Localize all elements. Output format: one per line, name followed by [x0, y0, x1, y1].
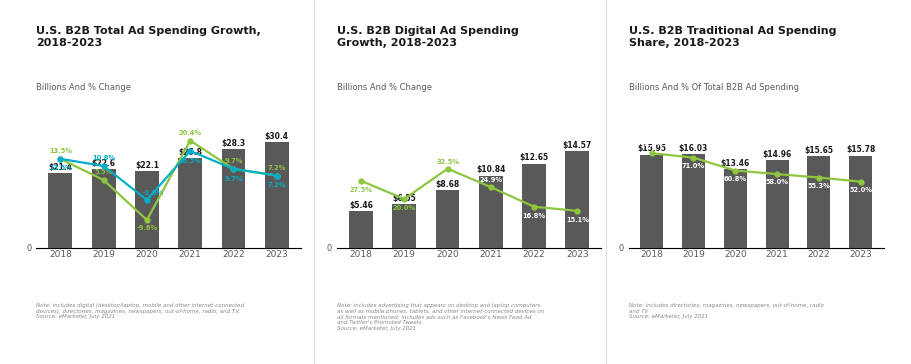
Bar [566, 151, 589, 248]
Bar [682, 154, 705, 248]
Text: 27.5%: 27.5% [350, 187, 373, 193]
Text: 5.5%: 5.5% [95, 169, 113, 175]
Text: 58.0%: 58.0% [765, 179, 789, 185]
Text: 7.2%: 7.2% [268, 182, 286, 188]
Text: 9.7%: 9.7% [224, 175, 242, 182]
Bar [92, 169, 116, 248]
Text: $15.95: $15.95 [637, 145, 666, 154]
Text: $15.65: $15.65 [804, 146, 834, 155]
Text: $10.84: $10.84 [476, 166, 506, 174]
Text: 74.5%: 74.5% [640, 142, 663, 148]
Text: 10.8%: 10.8% [92, 155, 115, 161]
Text: 20.4%: 20.4% [179, 130, 201, 136]
Text: $30.4: $30.4 [265, 132, 289, 141]
Bar [640, 155, 663, 248]
Bar [807, 157, 830, 248]
Text: 55.3%: 55.3% [807, 183, 830, 189]
Text: U.S. B2B Traditional Ad Spending
Share, 2018-2023: U.S. B2B Traditional Ad Spending Share, … [629, 26, 836, 48]
Text: 24.9%: 24.9% [479, 178, 502, 183]
Text: $21.4: $21.4 [48, 163, 72, 172]
Text: 16.8%: 16.8% [523, 213, 546, 219]
Bar [349, 211, 373, 248]
Text: 71.0%: 71.0% [682, 163, 705, 169]
Bar [522, 164, 546, 248]
Text: Billions And % Change: Billions And % Change [36, 83, 131, 92]
Text: Note: includes advertising that appears on desktop and laptop computers
as well : Note: includes advertising that appears … [337, 303, 544, 331]
Text: 9.7%: 9.7% [224, 158, 242, 164]
Text: -9.6%: -9.6% [137, 225, 158, 231]
Bar [765, 161, 789, 248]
Text: $22.6: $22.6 [92, 159, 116, 168]
Bar [48, 173, 72, 248]
Text: 13.5%: 13.5% [49, 166, 72, 171]
Text: U.S. B2B Total Ad Spending Growth,
2018-2023: U.S. B2B Total Ad Spending Growth, 2018-… [36, 26, 261, 48]
Text: Billions And % Of Total B2B Ad Spending: Billions And % Of Total B2B Ad Spending [629, 83, 799, 92]
Text: $15.78: $15.78 [846, 146, 875, 154]
Text: $5.46: $5.46 [349, 201, 373, 210]
Text: 13.5%: 13.5% [49, 148, 72, 154]
Text: $16.03: $16.03 [679, 144, 708, 153]
Bar [393, 204, 416, 248]
Bar [435, 190, 459, 248]
Text: 16.5%: 16.5% [179, 158, 201, 163]
Text: $8.68: $8.68 [435, 180, 460, 189]
Text: 52.0%: 52.0% [849, 187, 872, 193]
Text: -2.0%: -2.0% [143, 190, 164, 196]
Text: 7.2%: 7.2% [268, 165, 286, 171]
Bar [849, 156, 872, 248]
Bar [265, 142, 289, 248]
Text: $14.96: $14.96 [763, 150, 792, 159]
Bar [179, 158, 202, 248]
Text: 20.0%: 20.0% [393, 205, 415, 211]
Bar [479, 176, 503, 248]
Text: Billions And % Change: Billions And % Change [337, 83, 432, 92]
Text: $6.55: $6.55 [393, 194, 416, 203]
Bar [135, 171, 159, 248]
Text: 60.8%: 60.8% [723, 175, 747, 182]
Bar [221, 149, 245, 248]
Text: $25.8: $25.8 [179, 148, 202, 157]
Text: $13.46: $13.46 [721, 159, 750, 168]
Text: 15.1%: 15.1% [566, 217, 589, 223]
Text: $12.65: $12.65 [519, 154, 548, 162]
Text: Note: includes directories, magazines, newspapers, out-of-home, radio
and TV
Sou: Note: includes directories, magazines, n… [629, 303, 824, 320]
Text: $14.57: $14.57 [563, 141, 592, 150]
Bar [723, 169, 747, 248]
Text: Note: includes digital (desktop/laptop, mobile and other internet-connected
devi: Note: includes digital (desktop/laptop, … [36, 303, 244, 320]
Text: $22.1: $22.1 [135, 161, 159, 170]
Text: $28.3: $28.3 [221, 139, 245, 148]
Text: 32.5%: 32.5% [436, 159, 459, 165]
Text: U.S. B2B Digital Ad Spending
Growth, 2018-2023: U.S. B2B Digital Ad Spending Growth, 201… [337, 26, 519, 48]
